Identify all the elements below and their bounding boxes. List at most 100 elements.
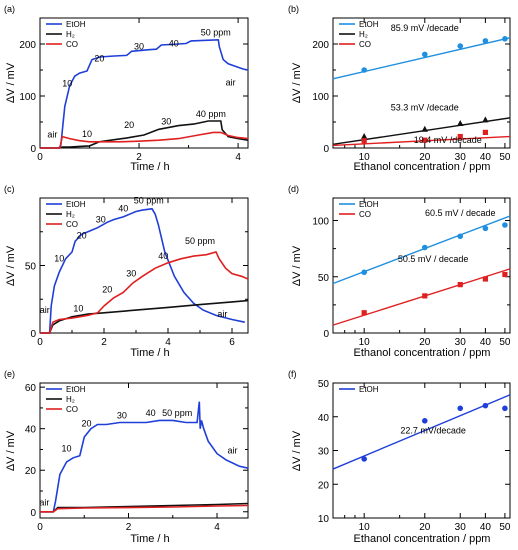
y-tick-label: 40 [25,425,37,436]
y-axis-title: ΔV / mV [291,430,303,471]
y-axis-title: ΔV / mV [291,62,303,103]
annotation-label: 40 [169,39,179,49]
legend-label: EtOH [66,385,86,394]
x-tick-label: 4 [214,522,220,533]
x-tick-label: 50 [499,152,511,163]
chart-panel: (d) 0 50 100 10 20 30 40 50 Ethanol concentration… [288,184,511,359]
data-point [457,405,464,412]
annotation-label: air [47,130,57,140]
y-axis-title: ΔV / mV [291,245,303,286]
fit-line [332,394,511,470]
y-tick-label: 100 [19,92,36,103]
annotation-label: air [39,498,49,508]
y-tick-label: 10 [318,514,330,525]
x-tick-label: 0 [37,337,43,348]
x-tick-label: 40 [480,152,492,163]
x-tick-label: 50 [499,522,511,533]
fit-line [332,215,511,285]
x-tick-label: 10 [359,337,371,348]
annotation-label: 20 [124,120,134,130]
annotation-label: 40 [146,408,156,418]
series-line [40,120,249,149]
data-point [361,138,367,144]
y-tick-label: 30 [318,447,330,458]
x-tick-label: 4 [235,152,241,163]
annotation-label: 50 ppm [162,408,192,418]
plot-frame [39,382,249,519]
annotation-label: 10 [54,253,64,263]
data-point [482,38,489,44]
data-point [502,222,508,228]
y-tick-label: 50 [318,379,330,390]
annotation-label: 85.9 mV /decade [391,23,459,33]
y-tick-label: 200 [19,40,36,51]
series-line [40,504,249,513]
annotation-label: 10 [73,303,83,313]
y-axis-title: ΔV / mV [5,430,17,471]
x-tick-label: 10 [359,152,371,163]
y-tick-label: 200 [312,40,329,51]
data-point [361,269,367,276]
x-axis-title: Ethanol concentration / ppm [354,161,491,173]
y-tick-label: 40 [318,413,330,424]
x-tick-label: 2 [136,152,142,163]
annotation-label: 30 [96,214,106,224]
x-tick-label: 20 [419,337,431,348]
y-tick-label: 0 [30,508,36,519]
legend-label: H₂ [359,30,368,39]
annotation-label: air [217,309,227,319]
annotation-label: 19.4 mV /decade [414,135,482,145]
x-axis-title: Ethanol concentration / ppm [354,347,491,359]
data-point [457,282,463,288]
annotation-label: 22.7 mV/decade [400,426,466,436]
plot-frame [332,382,511,519]
annotation-label: 50 ppm [185,236,215,246]
data-point [502,405,508,412]
data-point [361,310,367,316]
legend-label: EtOH [66,200,86,209]
legend-label: CO [359,210,371,219]
plot-frame [332,17,511,149]
annotation-label: 30 [126,268,136,278]
legend-label: CO [359,40,371,49]
series-line [40,401,249,513]
y-axis-title: ΔV / mV [5,245,17,286]
data-point [457,233,464,240]
annotation-label: 10 [82,129,92,139]
data-point [482,116,489,123]
x-tick-label: 2 [101,337,107,348]
annotation-label: air [40,305,50,315]
x-tick-label: 20 [419,152,431,163]
annotation-label: air [228,446,238,456]
data-point [360,133,368,140]
annotation-label: 20 [77,231,87,241]
panel-label: (d) [288,184,299,194]
y-axis-title: ΔV / mV [5,62,17,103]
annotation-label: 20 [94,54,104,64]
legend-label: EtOH [359,20,379,29]
x-tick-label: 6 [229,337,235,348]
series-line [40,38,249,149]
annotation-label: 40 ppm [196,109,226,119]
chart-panel: (f) 10 20 30 40 50 10 20 30 40 50 Ethanol concentra… [288,369,511,545]
legend-label: H₂ [66,210,75,219]
x-tick-label: 30 [455,337,467,348]
annotation-label: 40 [158,251,168,261]
y-tick-label: 100 [312,217,329,228]
x-tick-label: 40 [480,337,492,348]
x-axis-title: Time / h [130,161,169,173]
series-line [40,251,249,334]
legend-label: EtOH [66,20,86,29]
legend-label: CO [66,40,78,49]
x-axis-title: Ethanol concentration / ppm [354,533,491,545]
annotation-label: 60.5 mV / decade [425,208,496,218]
y-tick-label: 20 [318,480,330,491]
x-tick-label: 4 [165,337,171,348]
plot-frame [332,197,511,334]
annotation-label: 10 [62,444,72,454]
x-tick-label: 30 [455,152,467,163]
y-tick-label: 0 [323,144,329,155]
annotation-label: 50.5 mV / decade [398,254,469,264]
